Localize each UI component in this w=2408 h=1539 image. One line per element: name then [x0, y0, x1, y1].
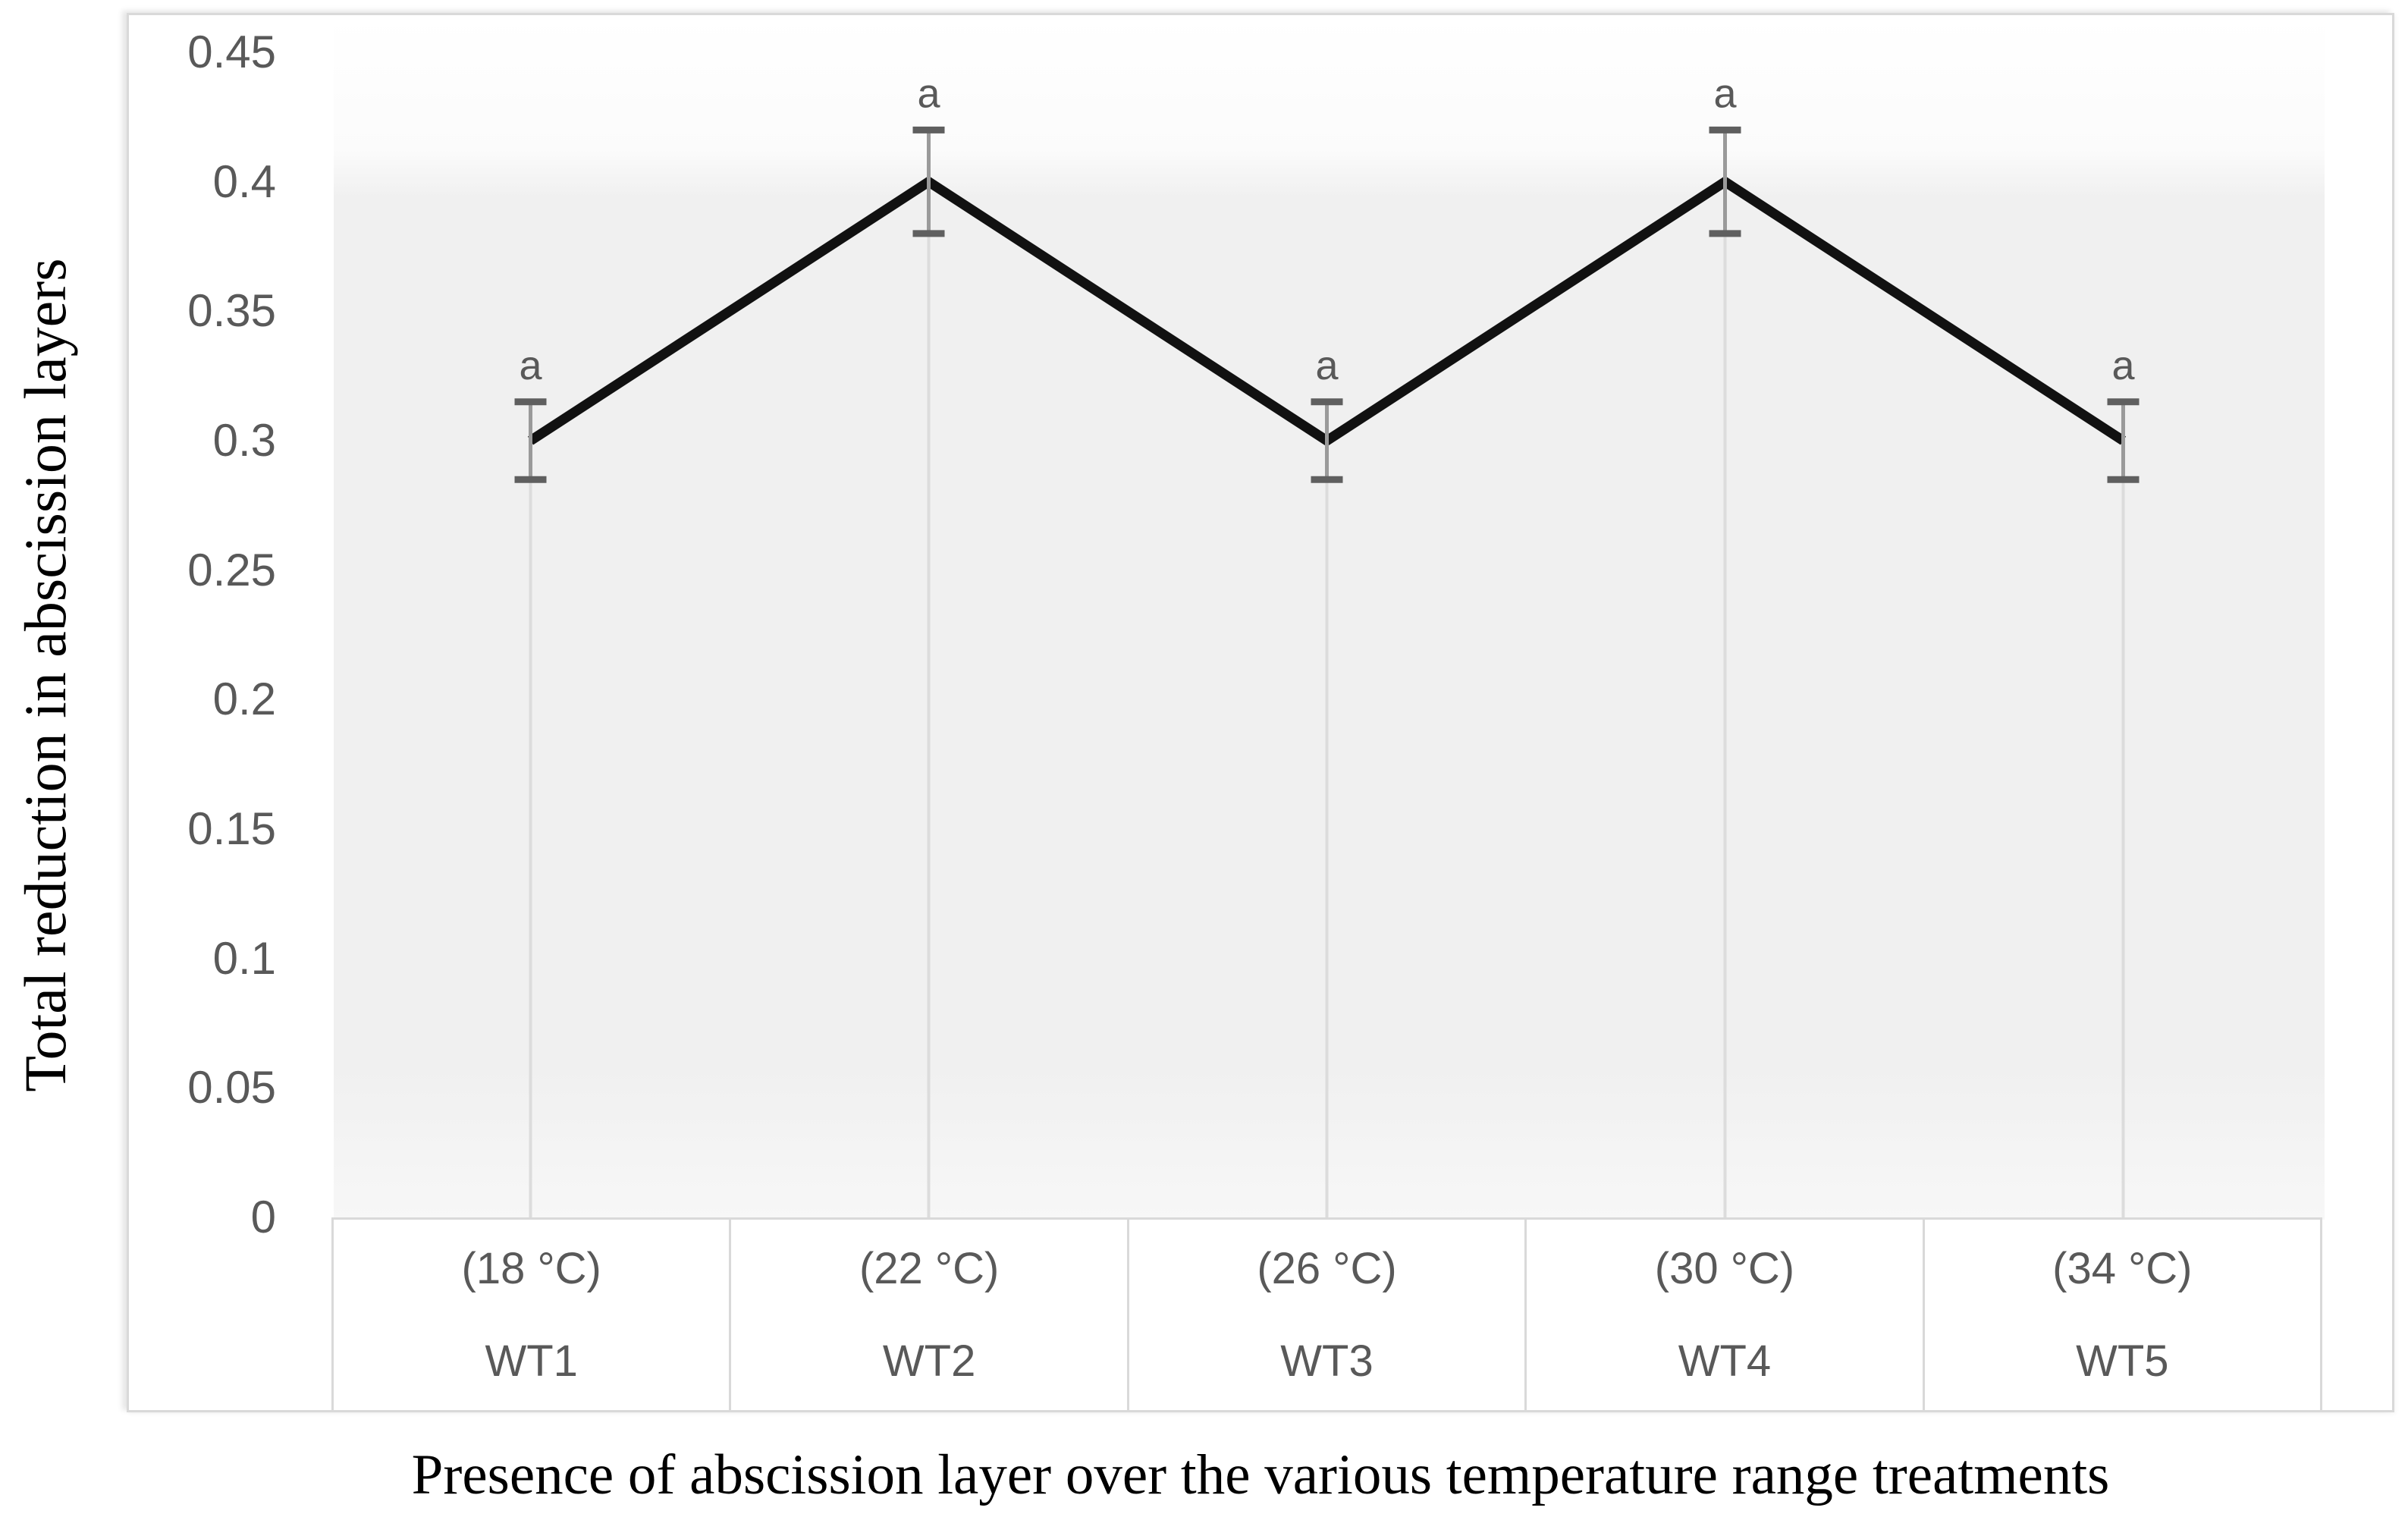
y-tick-label: 0.45: [187, 27, 276, 77]
category-temperature-label: (34 °C): [2052, 1244, 2193, 1293]
y-tick-label: 0.25: [187, 544, 276, 595]
category-treatment-label: WT1: [485, 1336, 578, 1386]
y-tick-label: 0.05: [187, 1062, 276, 1113]
y-tick-label: 0.3: [212, 415, 276, 466]
category-cell: (26 °C) WT3: [1126, 1220, 1524, 1410]
category-temperature-label: (30 °C): [1654, 1244, 1795, 1293]
category-temperature-label: (22 °C): [859, 1244, 1000, 1293]
y-tick-label: 0.1: [212, 932, 276, 984]
category-cell: (30 °C) WT4: [1524, 1220, 1922, 1410]
x-axis-category-band: (18 °C) WT1 (22 °C) WT2 (26 °C) WT3 (30 °C) WT4…: [331, 1217, 2322, 1412]
category-cell: (18 °C) WT1: [334, 1220, 729, 1410]
y-tick-label: 0.35: [187, 285, 276, 337]
y-axis-tick-labels: 0 0.05 0.1 0.15 0.2 0.25 0.3 0.35 0.4 0.45: [124, 0, 276, 1539]
y-axis-title: Total reduction in abscission layers: [12, 258, 78, 1092]
plot-area: [334, 17, 2325, 1220]
y-tick-label: 0.15: [187, 803, 276, 854]
category-treatment-label: WT3: [1280, 1336, 1374, 1386]
category-cell: (34 °C) WT5: [1922, 1220, 2320, 1410]
category-treatment-label: WT2: [882, 1336, 976, 1386]
category-treatment-label: WT5: [2076, 1336, 2169, 1386]
category-treatment-label: WT4: [1678, 1336, 1772, 1386]
y-tick-label: 0: [250, 1192, 276, 1242]
x-axis-title: Presence of abscission layer over the va…: [411, 1443, 2110, 1506]
category-temperature-label: (18 °C): [461, 1244, 601, 1293]
y-tick-label: 0.4: [212, 155, 276, 207]
chart-area: [127, 13, 2394, 1412]
category-cell: (22 °C) WT2: [729, 1220, 1126, 1410]
category-temperature-label: (26 °C): [1257, 1244, 1397, 1293]
y-tick-label: 0.2: [212, 674, 276, 725]
